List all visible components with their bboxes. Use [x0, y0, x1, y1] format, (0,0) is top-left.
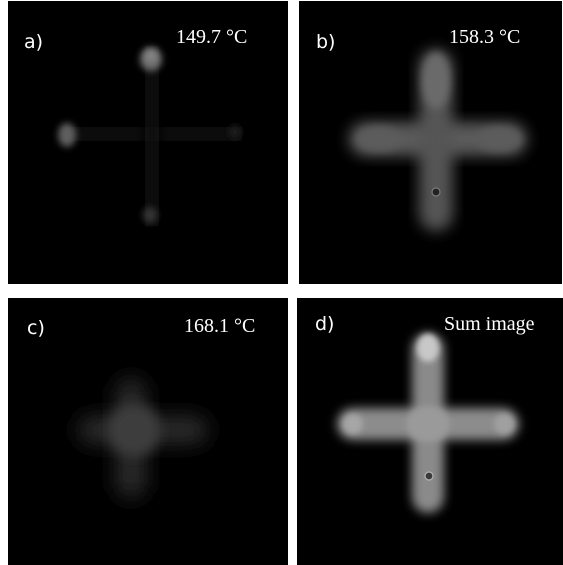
panel-d: d) Sum image [297, 298, 563, 565]
panel-a-label: a) [24, 31, 44, 53]
panel-b-label: b) [316, 31, 336, 53]
panel-c-temperature: 168.1 °C [184, 315, 256, 337]
panel-d-image [337, 333, 519, 513]
panel-a-temperature: 149.7 °C [176, 26, 248, 48]
panel-c: c) 168.1 °C [8, 298, 288, 565]
panel-b-temperature: 158.3 °C [449, 26, 521, 48]
panel-c-label: c) [27, 317, 45, 339]
panel-d-label: d) [315, 313, 335, 335]
panel-a-image [58, 46, 242, 226]
panel-b: b) 158.3 °C [299, 1, 562, 284]
panel-d-caption: Sum image [444, 313, 535, 335]
panel-b-image [349, 49, 527, 231]
panel-c-image [78, 378, 208, 498]
panel-a: a) 149.7 °C [8, 1, 288, 284]
